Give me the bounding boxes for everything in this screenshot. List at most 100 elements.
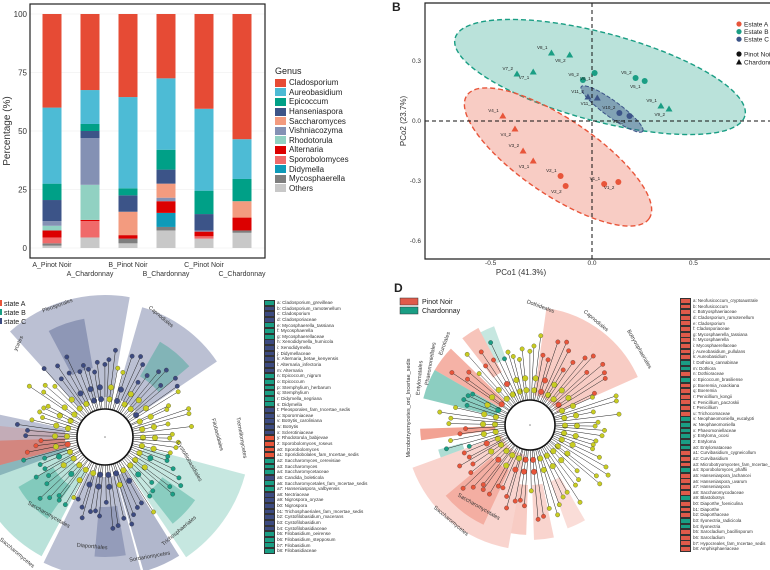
legend-label: Saccharomyces (289, 116, 346, 126)
tree-branch (106, 359, 110, 410)
taxon-label: c: Cladosporium (277, 311, 311, 317)
taxon-legend-item: a1: Sporidiobolales_fam_Incertae_sedis (264, 452, 367, 459)
point-label: V10_1 (612, 119, 626, 124)
taxon-label: t: Penicillium (693, 405, 718, 411)
tree-node (33, 474, 39, 480)
legend-swatch (275, 136, 286, 145)
taxon-legend-item: h: Mycosphaerella (680, 337, 770, 344)
legend-swatch (275, 184, 286, 193)
point-label: V11_1 (581, 101, 594, 106)
tree-node (66, 370, 72, 376)
taxon-legend-item: p: Boeremia_noackiana (680, 382, 770, 389)
legend-swatch (264, 339, 275, 346)
legend-label: Estate B (744, 29, 769, 36)
tree-node (545, 357, 551, 363)
y-tick-label: 0 (23, 244, 28, 253)
tree-node (449, 370, 455, 375)
legend-label: state B (4, 310, 26, 317)
tree-node (616, 411, 622, 417)
taxon-label: j: Didymellaceae (277, 350, 311, 356)
tree-node (460, 485, 466, 491)
tree-branch (131, 445, 168, 457)
point-label: V4_1 (488, 108, 499, 113)
tree-node (551, 381, 558, 388)
tree-node (121, 401, 128, 408)
tree-node (135, 379, 141, 385)
tree-branch (540, 447, 564, 498)
tree-branch (465, 426, 506, 429)
taxon-legend-item: s: Didymella (264, 401, 367, 408)
legend-swatch (275, 126, 286, 135)
tree-node (470, 461, 476, 467)
data-point-triangle (547, 49, 555, 56)
taxon-legend-item: q: Stemphylium (264, 390, 367, 396)
tree-node (448, 415, 454, 421)
tree-node (483, 363, 488, 369)
taxon-legend-item: b2: Diaporthaceae (680, 512, 770, 519)
tree-node (77, 369, 83, 375)
data-point-circle (557, 173, 564, 179)
tree-node (556, 502, 562, 507)
tree-branch (131, 408, 189, 429)
tree-node (41, 366, 47, 371)
point-label: V11_2 (571, 89, 584, 94)
taxon-label: a6: Hanseniaspora_uvarum (693, 478, 747, 484)
clade-label: Diaporthales (76, 543, 108, 552)
taxon-label: r: Didymella_negriana (277, 395, 322, 401)
bar-segment-saccharomyces (118, 211, 138, 236)
legend-item: Mycosphaerella (275, 174, 349, 184)
taxon-label: w: Neophaeomoniella (693, 422, 736, 428)
tree-branch (116, 356, 141, 412)
tree-branch (483, 444, 515, 485)
tree-node (139, 426, 146, 433)
tree-node (448, 438, 453, 443)
x-tick-label: B_Chardonnay (143, 271, 190, 278)
tree-node (505, 349, 511, 355)
legend-swatch (680, 422, 691, 428)
legend-swatch (680, 326, 691, 332)
tree-branch (131, 446, 168, 461)
tree-node (82, 466, 89, 473)
tree-branch (467, 405, 507, 418)
tree-branch (547, 442, 578, 471)
bar-segment-saccharomyces (232, 201, 252, 218)
tree-node (127, 406, 134, 412)
clade-highlight (94, 505, 126, 557)
tree-node (42, 382, 48, 388)
taxon-label: a0: Entylomataceae (693, 444, 732, 450)
legend-label: Rhodotorula (289, 135, 333, 145)
bar-segment-alternaria (194, 231, 214, 237)
point-label: V8_1 (537, 45, 548, 50)
tree-node (151, 423, 157, 430)
point-label: V9_1 (646, 98, 657, 103)
bar-segment-alternaria (156, 201, 176, 213)
tree-node (186, 411, 192, 417)
legend-item: Cladosporium (275, 78, 349, 88)
legend-swatch (680, 478, 691, 485)
bar-segment-mycosphaerella (118, 238, 138, 244)
taxon-label: i: Xenodidymella (277, 345, 311, 351)
tree-node (106, 483, 113, 490)
legend-swatch (680, 495, 691, 502)
taxon-label: a0: Sporobolomyces (277, 446, 319, 452)
taxon-label: p: Stemphylium_herbarum (277, 384, 331, 390)
tree-node (561, 430, 567, 437)
tree-branch (132, 426, 192, 434)
taxon-label: k: Alternaria_betae_kenyensis (277, 356, 339, 362)
legend-label: Others (289, 183, 314, 193)
tree-node (453, 405, 458, 410)
tree-node (25, 428, 30, 433)
legend-label: Pinot Noir (744, 51, 770, 58)
tree-center (529, 424, 531, 426)
legend-swatch (0, 318, 2, 324)
tree-branch (543, 362, 574, 405)
tree-node (538, 388, 545, 395)
x-tick-label: C_Pinot Noir (184, 262, 224, 269)
taxon-legend-item: b0: Nigrospora (264, 502, 367, 509)
legend-label: state C (4, 319, 26, 326)
bar-segment-rhodotorula (42, 225, 62, 231)
tree-node (590, 442, 596, 447)
tree-node (531, 343, 537, 349)
legend-swatch (0, 300, 2, 306)
tree-node (136, 418, 143, 425)
